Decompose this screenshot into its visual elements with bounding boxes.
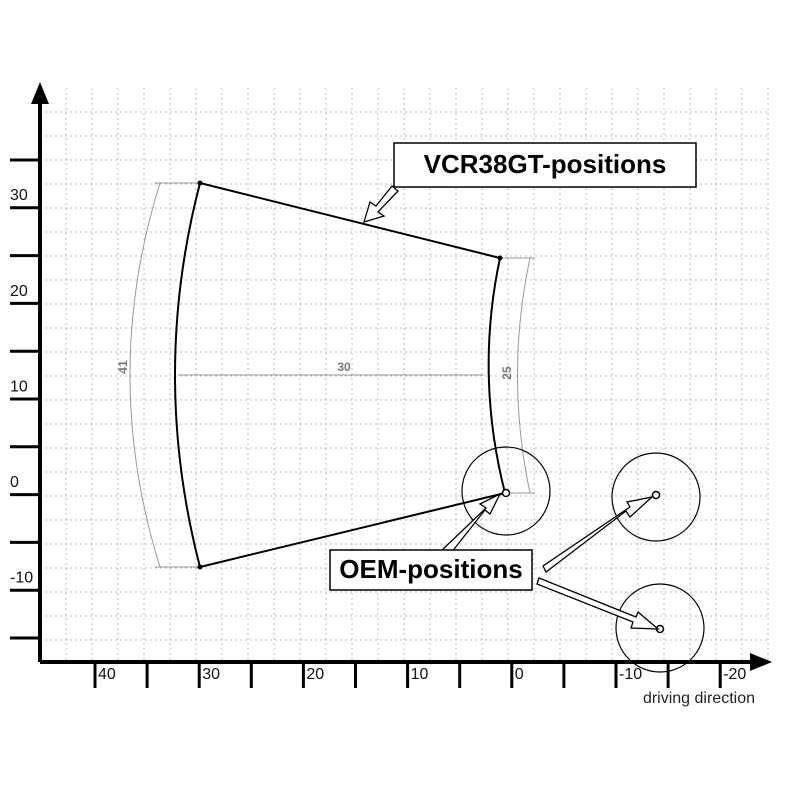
x-tick-label: 40 <box>98 666 116 683</box>
ticks <box>10 158 722 688</box>
y-axis-arrow <box>31 82 49 104</box>
dimension-arc-left <box>129 182 161 568</box>
point <box>651 490 661 500</box>
tick-labels: 40 30 20 10 0 -10 -20 30 20 10 0 -10 <box>10 187 746 683</box>
callout-box <box>329 549 533 591</box>
y-tick-label: 20 <box>10 283 28 300</box>
point <box>501 488 511 498</box>
dimension-arc-right <box>517 257 531 494</box>
axis-caption: driving direction <box>643 690 755 707</box>
x-tick-label: 20 <box>306 666 324 683</box>
arrow <box>542 495 655 573</box>
oem-circle <box>611 452 701 542</box>
dimension-label: 30 <box>337 360 351 374</box>
point <box>197 564 203 570</box>
callout-label: VCR38GT-positions <box>424 149 667 179</box>
x-tick-label: -20 <box>723 666 746 683</box>
arrow <box>536 577 660 630</box>
oem-circle <box>461 446 551 536</box>
x-tick-label: -10 <box>619 666 642 683</box>
x-tick-label: 30 <box>202 666 220 683</box>
x-axis-arrow <box>750 653 772 671</box>
y-tick-label: 30 <box>10 187 28 204</box>
point <box>497 255 503 261</box>
callout-label: OEM-positions <box>339 554 522 584</box>
x-tick-label: 10 <box>411 666 429 683</box>
oem-circle <box>615 583 705 673</box>
arrow <box>363 185 399 223</box>
callout-arrows <box>363 185 660 630</box>
dimension-label: 41 <box>116 360 130 374</box>
y-tick-label: 0 <box>10 474 19 491</box>
callout-box <box>393 142 697 188</box>
point <box>197 180 203 186</box>
y-tick-label: 10 <box>10 378 28 395</box>
arrow <box>439 492 502 559</box>
x-tick-label: 0 <box>515 666 524 683</box>
dimension-label: 25 <box>500 366 514 380</box>
y-tick-label: -10 <box>10 570 33 587</box>
